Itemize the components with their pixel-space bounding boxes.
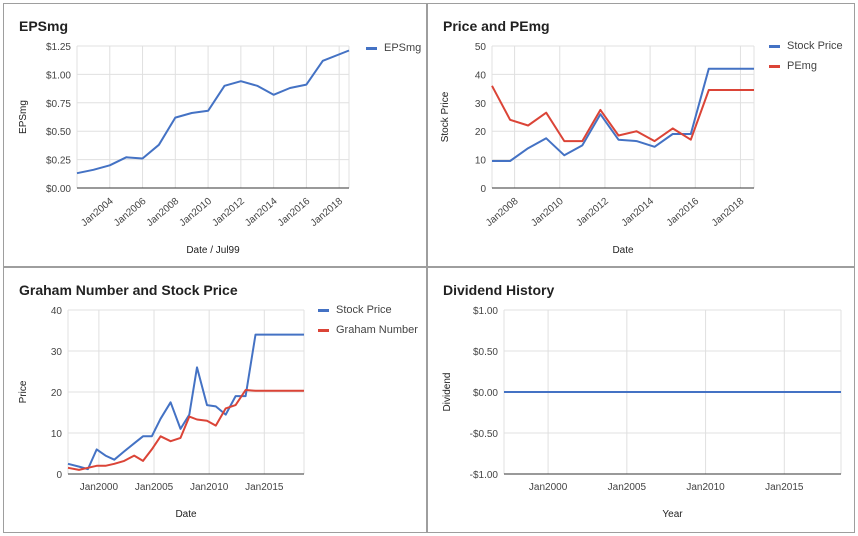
panel-title: EPSmg	[19, 18, 69, 34]
x-tick-label: Jan2006	[112, 196, 149, 229]
x-tick-label: Jan2004	[79, 196, 116, 229]
x-tick-label: Jan2012	[210, 196, 247, 229]
y-tick-label: 0	[56, 470, 62, 481]
series-line	[67, 333, 304, 471]
y-axis-title: Stock Price	[440, 91, 451, 142]
x-axis-title: Date	[175, 509, 197, 520]
x-tick-label: Jan2010	[178, 196, 215, 229]
y-tick-label: 40	[51, 306, 63, 317]
x-tick-label: Jan2014	[243, 196, 280, 229]
x-tick-label: Jan2005	[608, 482, 647, 493]
legend-label: EPSmg	[384, 42, 422, 54]
y-tick-label: $0.50	[46, 127, 71, 138]
y-tick-label: 10	[51, 429, 63, 440]
x-tick-label: Jan2016	[665, 196, 702, 229]
y-tick-label: 20	[475, 127, 487, 138]
price-pemg-panel: Price and PEmg 0 10 20 30 40 50 Jan2008 Jan2010…	[427, 3, 855, 267]
chart-legend: EPSmg	[366, 38, 421, 58]
series-line	[491, 85, 754, 143]
x-tick-label: Jan2008	[145, 196, 182, 229]
x-tick-label: Jan2018	[309, 196, 346, 229]
dividend-history-panel: Dividend History -$1.00 -$0.50 $0.00 $0.50 $…	[427, 267, 855, 533]
y-tick-label: $0.00	[473, 388, 498, 399]
x-axis-title: Date / Jul99	[186, 245, 240, 256]
legend-item-stock-price: Stock Price	[318, 300, 418, 320]
y-tick-label: $0.25	[46, 156, 71, 167]
x-tick-label: Jan2005	[135, 482, 174, 493]
epsmg-panel: EPSmg $0.00 $0.25 $0.50 $0.75 $1.00 $1.25 Jan2…	[3, 3, 427, 267]
legend-swatch	[318, 308, 329, 312]
y-axis-title: EPSmg	[18, 100, 29, 134]
legend-swatch	[366, 46, 377, 50]
y-tick-label: 30	[475, 99, 487, 110]
x-tick-label: Jan2000	[80, 482, 119, 493]
x-tick-label: Jan2010	[190, 482, 229, 493]
y-tick-label: $0.50	[473, 347, 498, 358]
legend-swatch	[769, 64, 780, 68]
x-tick-label: Jan2016	[276, 196, 313, 229]
legend-swatch	[318, 328, 329, 332]
panel-title: Graham Number and Stock Price	[19, 282, 238, 298]
legend-label: Graham Number	[336, 324, 418, 336]
y-axis-title: Price	[18, 380, 29, 403]
legend-item-pemg: PEmg	[769, 56, 843, 76]
epsmg-chart: $0.00$0.25$0.50$0.75$1.00$1.25Jan2004Jan…	[18, 42, 350, 256]
x-tick-label: Jan2012	[574, 196, 611, 229]
panel-title: Price and PEmg	[443, 18, 550, 34]
chart-legend: Stock Price PEmg	[769, 36, 843, 76]
y-tick-label: $1.00	[46, 70, 71, 81]
x-tick-label: Jan2015	[765, 482, 804, 493]
series-line	[492, 67, 754, 162]
x-tick-label: Jan2008	[484, 196, 521, 229]
legend-label: Stock Price	[336, 304, 392, 316]
y-tick-label: 0	[480, 184, 486, 195]
x-tick-label: Jan2010	[686, 482, 725, 493]
y-tick-label: $0.00	[46, 184, 71, 195]
graham-number-chart: 0 10 20 30 40 Jan2000 Jan2005 Jan2010 Jan2015 Pri…	[18, 306, 305, 520]
y-tick-label: 20	[51, 388, 63, 399]
legend-item-epsmg: EPSmg	[366, 38, 421, 58]
y-tick-label: 40	[475, 70, 487, 81]
panel-title: Dividend History	[443, 282, 555, 298]
x-tick-label: Jan2015	[245, 482, 284, 493]
series-line	[67, 389, 304, 471]
legend-swatch	[769, 44, 780, 48]
x-axis-title: Year	[662, 509, 683, 520]
y-tick-label: 10	[475, 156, 487, 167]
x-tick-label: Jan2000	[529, 482, 568, 493]
y-tick-label: $0.75	[46, 99, 71, 110]
legend-item-stock-price: Stock Price	[769, 36, 843, 56]
y-tick-label: 50	[475, 42, 487, 53]
x-tick-label: Jan2018	[710, 196, 747, 229]
y-tick-label: $1.00	[473, 306, 498, 317]
chart-legend: Stock Price Graham Number	[318, 300, 418, 340]
legend-label: PEmg	[787, 60, 817, 72]
graham-number-panel: Graham Number and Stock Price 0 10 20 30 40 J…	[3, 267, 427, 533]
x-tick-label: Jan2010	[529, 196, 566, 229]
x-tick-label: Jan2014	[620, 196, 657, 229]
series-line	[76, 49, 350, 175]
legend-label: Stock Price	[787, 40, 843, 52]
y-axis-title: Dividend	[442, 373, 453, 412]
legend-item-graham-number: Graham Number	[318, 320, 418, 340]
x-axis-title: Date	[612, 245, 634, 256]
dividend-history-chart: -$1.00 -$0.50 $0.00 $0.50 $1.00 Jan2000 Jan200…	[442, 306, 842, 520]
y-tick-label: -$1.00	[470, 470, 499, 481]
y-tick-label: 30	[51, 347, 63, 358]
y-tick-label: -$0.50	[470, 429, 499, 440]
y-tick-label: $1.25	[46, 42, 71, 53]
